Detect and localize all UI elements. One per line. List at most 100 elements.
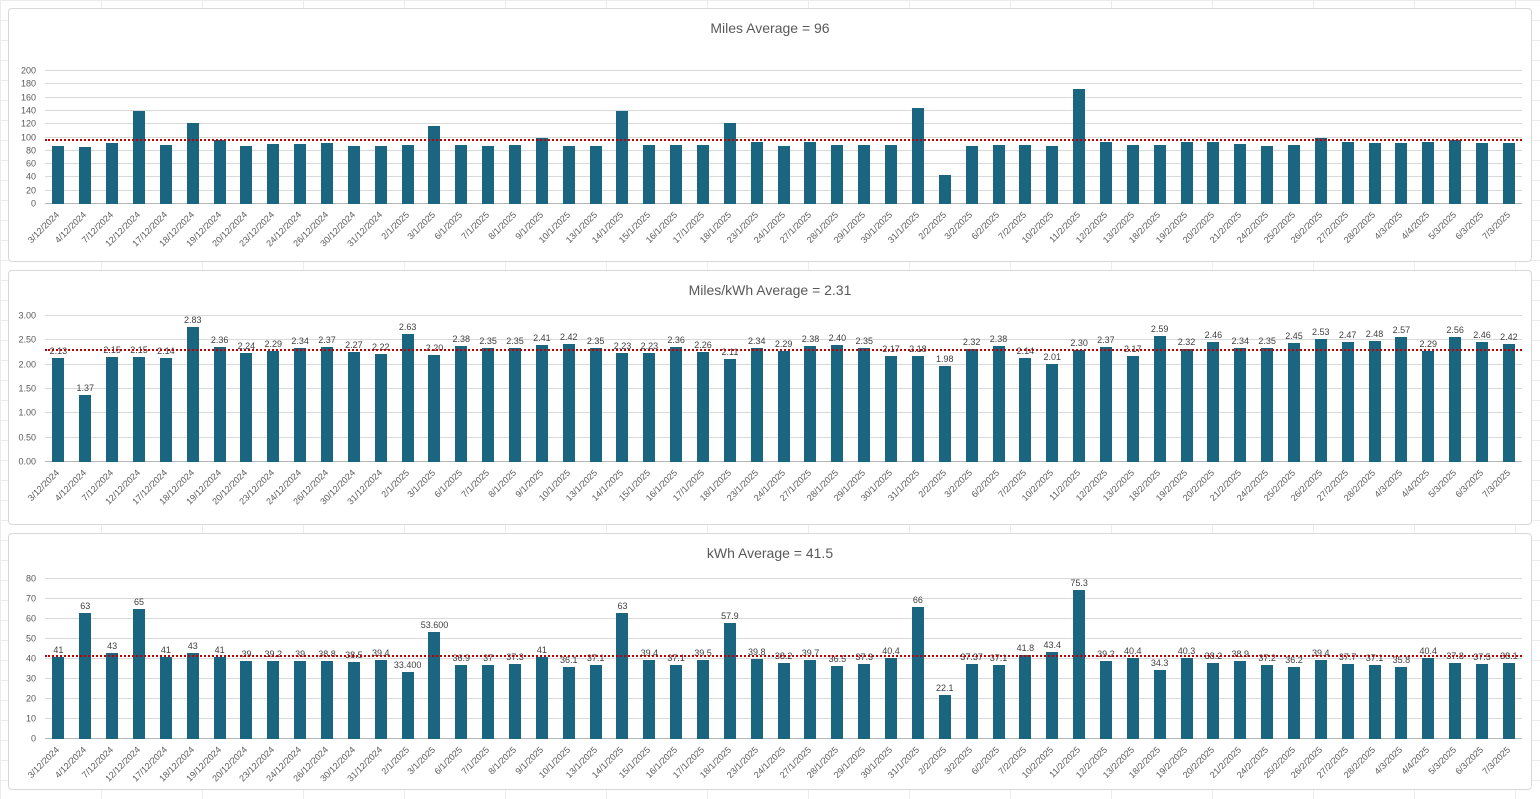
data-label: 2.35 — [1258, 335, 1276, 346]
bar-cell: 2.24 — [233, 316, 260, 462]
bar — [1073, 590, 1086, 739]
bar — [911, 607, 924, 739]
y-tick-label: 160 — [20, 92, 36, 103]
bar — [159, 145, 172, 204]
bar-cell: 2.29 — [770, 316, 797, 462]
bar — [509, 145, 522, 204]
bar — [1261, 664, 1274, 739]
bar — [589, 664, 602, 739]
bar — [885, 658, 898, 739]
bar — [562, 666, 575, 739]
bar-cell: 38.9 — [1227, 579, 1254, 739]
bar-cell — [1093, 71, 1120, 204]
bar — [1073, 88, 1086, 204]
x-axis-labels: 3/12/2024 4/12/2024 7/12/2024 12/12/2024 17/… — [26, 739, 1522, 789]
bar-cell: 2.35 — [1254, 316, 1281, 462]
bar-cell: 2.20 — [421, 316, 448, 462]
bar-cell — [636, 71, 663, 204]
bar-series: 2.13 1.37 2.15 2.15 2.14 2.83 2.36 2.24 2.29 2.34… — [45, 316, 1522, 462]
bar-cell — [528, 71, 555, 204]
bar — [321, 661, 334, 739]
data-label: 2.20 — [425, 342, 444, 353]
bar — [1395, 336, 1408, 462]
data-label: 2.32 — [962, 337, 981, 348]
y-tick-label: 0.00 — [18, 456, 36, 467]
data-label: 43 — [107, 641, 118, 651]
bar-cell — [502, 71, 529, 204]
bar — [723, 359, 736, 462]
bar — [1287, 342, 1300, 462]
gridline — [45, 96, 1522, 98]
bar — [455, 346, 468, 462]
data-label: 2.47 — [1338, 329, 1357, 340]
y-tick-label: 50 — [25, 633, 36, 644]
bar — [670, 145, 683, 204]
bar — [1180, 349, 1193, 462]
data-label: 37 — [483, 653, 494, 663]
data-label: 2.48 — [1365, 329, 1384, 340]
bar — [213, 139, 226, 204]
bar — [723, 623, 736, 739]
data-label: 57.9 — [721, 611, 739, 622]
bar-series — [45, 71, 1522, 204]
bar-cell: 41 — [152, 579, 179, 739]
data-label: 2.59 — [1150, 323, 1169, 334]
bar-cell: 38.8 — [314, 579, 341, 739]
bar — [562, 146, 575, 204]
bar — [52, 146, 65, 204]
data-label: 2.57 — [1392, 324, 1411, 335]
bar-cell: 37.7 — [1334, 579, 1361, 739]
bar-cell — [1281, 71, 1308, 204]
bar — [750, 142, 763, 204]
data-label: 2.27 — [345, 339, 363, 350]
bar — [213, 347, 226, 462]
bar-cell — [743, 71, 770, 204]
data-label: 38.9 — [1231, 649, 1249, 660]
data-label: 39.4 — [371, 648, 390, 659]
bar — [1046, 364, 1059, 462]
bar — [133, 609, 145, 739]
bar — [1019, 144, 1032, 204]
bar — [347, 351, 360, 462]
plot-area — [45, 70, 1522, 204]
bar — [213, 657, 226, 739]
bar-cell — [1012, 71, 1039, 204]
y-tick-label: 30 — [25, 673, 36, 684]
bar — [938, 174, 951, 204]
bar-cell: 43 — [179, 579, 206, 739]
bar-cell: 37.8 — [1442, 579, 1469, 739]
kwh-chart-panel: kWh Average = 41.5 0 10 20 30 40 50 60 70 80 41 6… — [8, 533, 1532, 790]
bar — [106, 142, 119, 204]
bar-cell: 2.36 — [663, 316, 690, 462]
y-tick-label: 3.00 — [18, 310, 36, 321]
bar-cell: 2.37 — [314, 316, 341, 462]
bar — [509, 347, 522, 462]
data-label: 39.4 — [640, 648, 659, 659]
data-label: 2.35 — [855, 335, 873, 346]
y-tick-label: 0 — [30, 198, 36, 209]
bar — [616, 353, 629, 462]
data-label: 2.13 — [49, 346, 68, 357]
bar — [186, 327, 199, 462]
data-label: 36.1 — [559, 654, 578, 665]
bar — [965, 664, 978, 739]
bar-cell — [340, 71, 367, 204]
bar-cell: 39 — [287, 579, 314, 739]
bar-cell — [72, 71, 99, 204]
bar-cell: 36.5 — [824, 579, 851, 739]
bar-cell: 2.59 — [1146, 316, 1173, 462]
bar — [535, 138, 548, 204]
y-tick-label: 200 — [20, 65, 36, 76]
bar-cell — [905, 71, 932, 204]
bar-cell: 2.83 — [179, 316, 206, 462]
bar — [1449, 663, 1462, 739]
plot-area: 2.13 1.37 2.15 2.15 2.14 2.83 2.36 2.24 2.29 2.34… — [45, 315, 1522, 462]
bar — [267, 660, 280, 739]
data-label: 39.7 — [801, 647, 820, 658]
bar — [1449, 139, 1462, 204]
bar — [79, 613, 92, 739]
bar — [1314, 660, 1327, 739]
bar-cell — [206, 71, 233, 204]
bar-cell: 2.35 — [475, 316, 502, 462]
bar-cell: 43 — [99, 579, 126, 739]
